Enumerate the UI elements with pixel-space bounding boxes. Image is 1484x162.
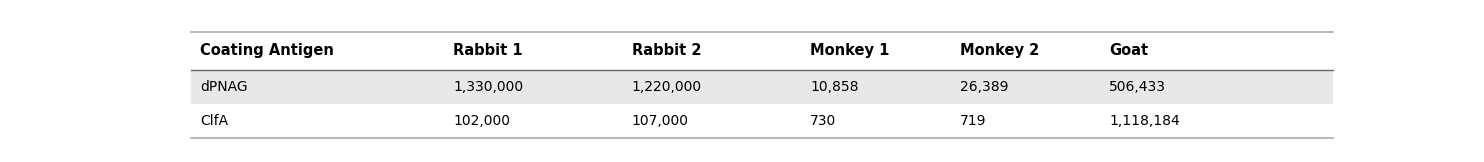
Text: Monkey 2: Monkey 2 bbox=[960, 44, 1039, 58]
Text: 102,000: 102,000 bbox=[454, 114, 510, 128]
Text: dPNAG: dPNAG bbox=[200, 80, 248, 94]
Text: 719: 719 bbox=[960, 114, 985, 128]
Text: ClfA: ClfA bbox=[200, 114, 229, 128]
Text: Rabbit 2: Rabbit 2 bbox=[632, 44, 702, 58]
Text: 1,220,000: 1,220,000 bbox=[632, 80, 702, 94]
Text: 26,389: 26,389 bbox=[960, 80, 1008, 94]
Text: 1,330,000: 1,330,000 bbox=[454, 80, 524, 94]
Text: 730: 730 bbox=[810, 114, 837, 128]
Text: 1,118,184: 1,118,184 bbox=[1109, 114, 1180, 128]
Text: Rabbit 1: Rabbit 1 bbox=[454, 44, 522, 58]
Bar bbox=[191, 70, 1333, 104]
Bar bbox=[191, 104, 1333, 138]
Text: Coating Antigen: Coating Antigen bbox=[200, 44, 334, 58]
Text: 107,000: 107,000 bbox=[632, 114, 689, 128]
Text: Goat: Goat bbox=[1109, 44, 1149, 58]
Text: 10,858: 10,858 bbox=[810, 80, 859, 94]
Text: Monkey 1: Monkey 1 bbox=[810, 44, 889, 58]
Text: 506,433: 506,433 bbox=[1109, 80, 1166, 94]
